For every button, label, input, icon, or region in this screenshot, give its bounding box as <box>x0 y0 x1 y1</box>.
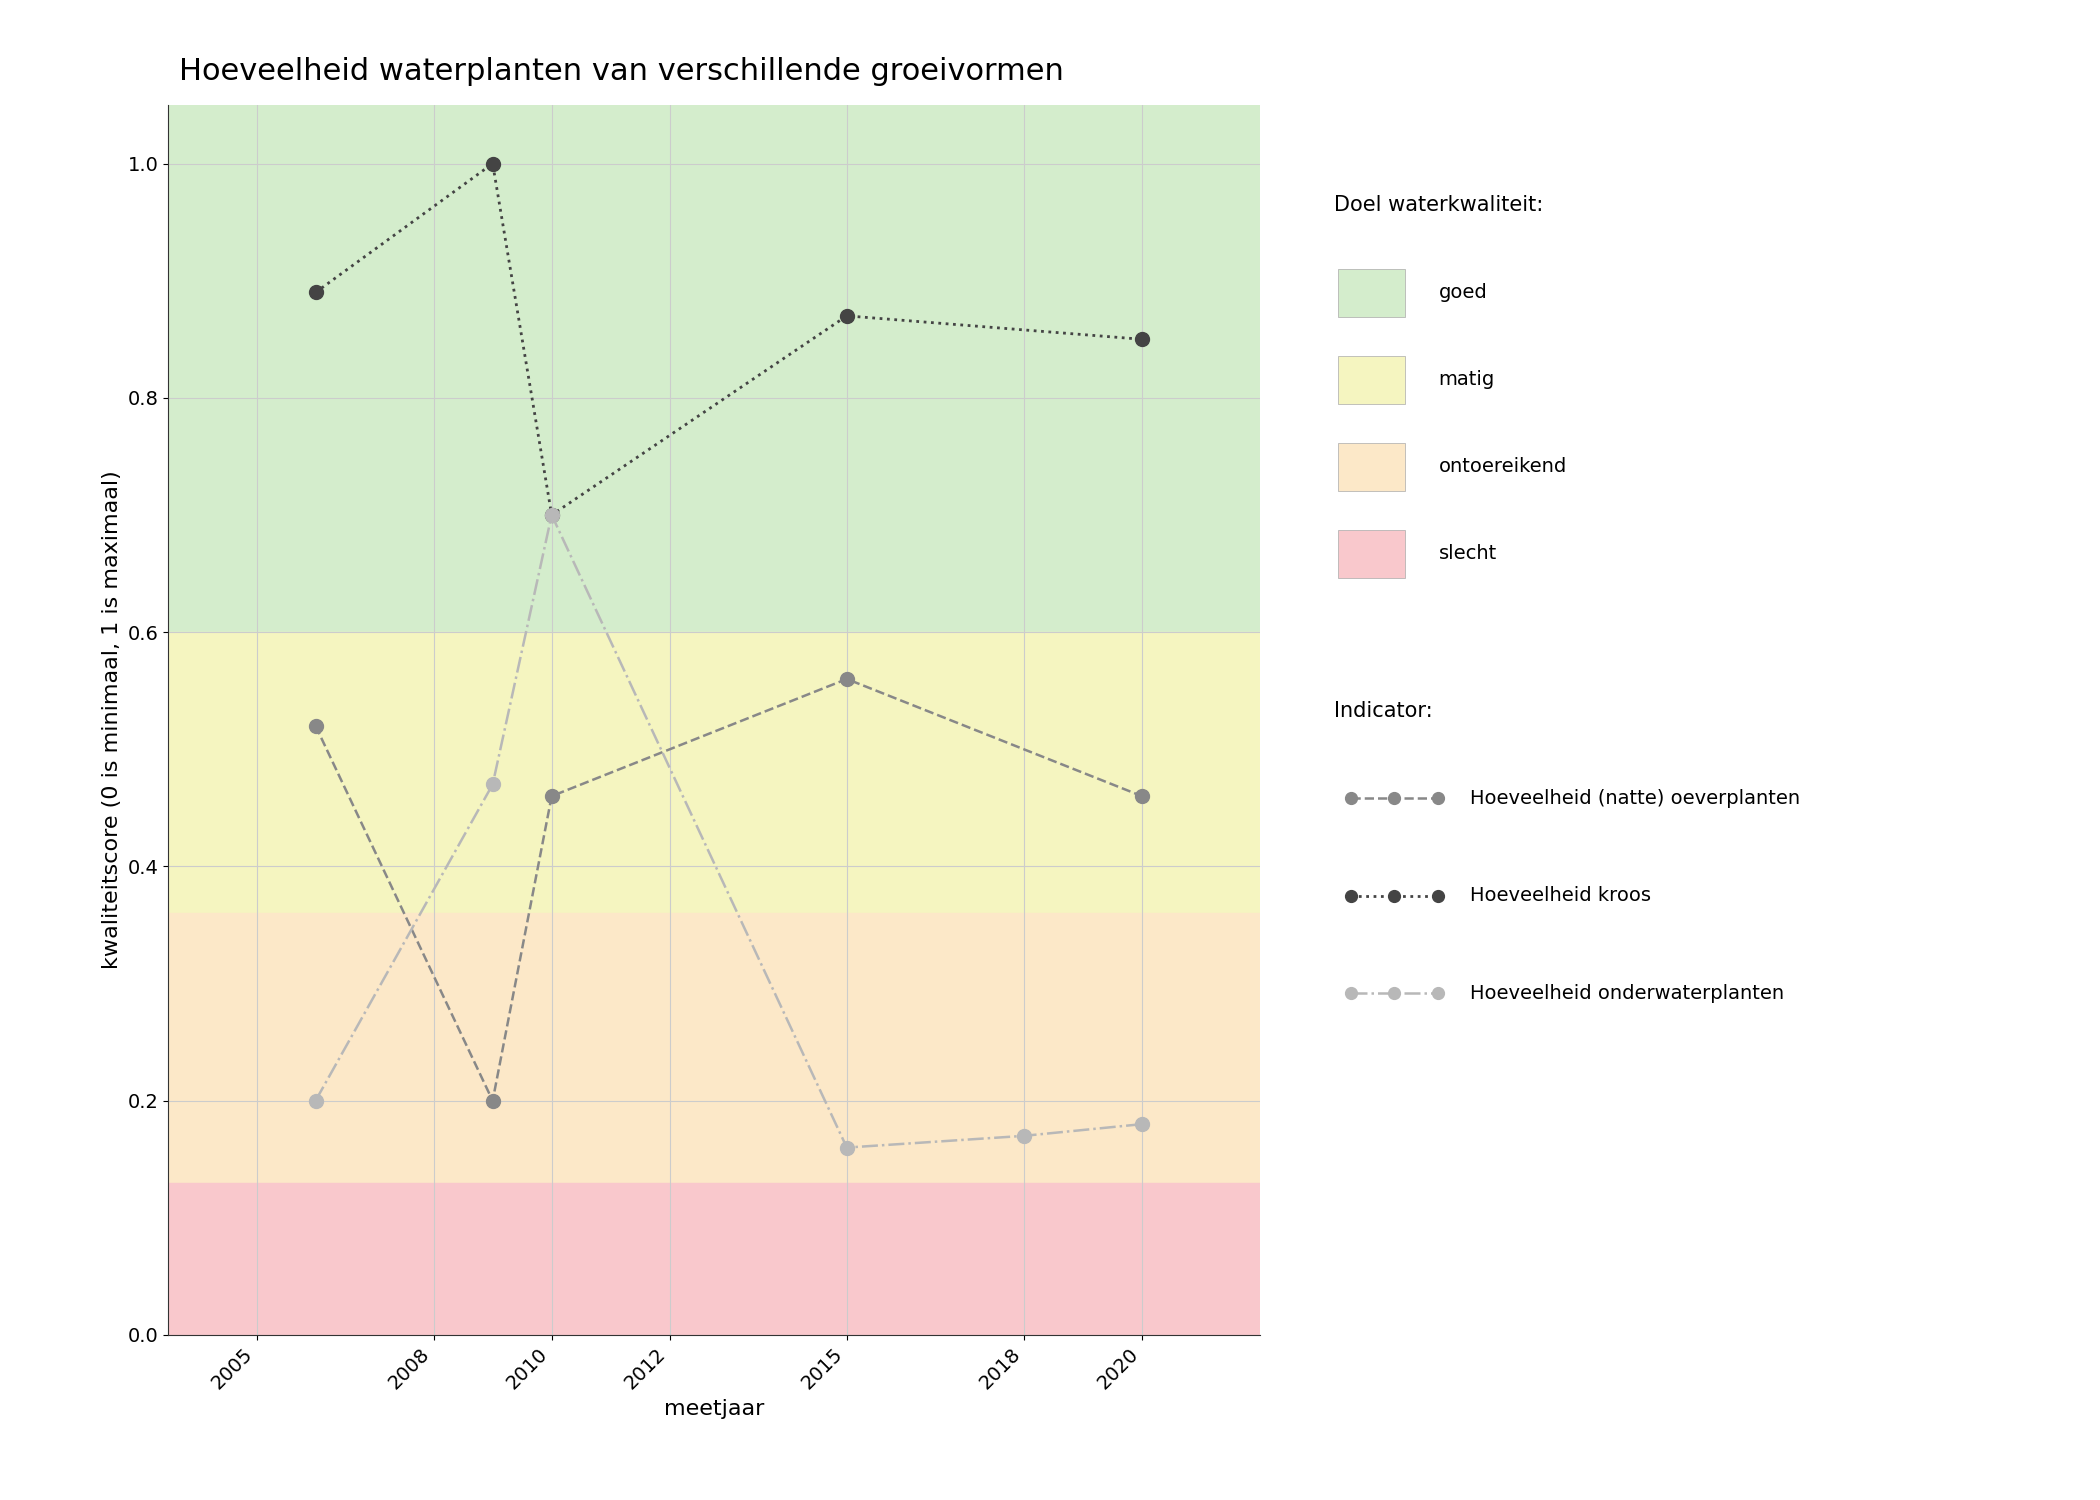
Text: Hoeveelheid kroos: Hoeveelheid kroos <box>1470 886 1651 904</box>
Text: Hoeveelheid onderwaterplanten: Hoeveelheid onderwaterplanten <box>1470 984 1785 1002</box>
Text: goed: goed <box>1438 284 1487 302</box>
Y-axis label: kwaliteitscore (0 is minimaal, 1 is maximaal): kwaliteitscore (0 is minimaal, 1 is maxi… <box>101 471 122 969</box>
Text: Indicator:: Indicator: <box>1334 700 1432 720</box>
Bar <box>168 632 1260 914</box>
Text: ontoereikend: ontoereikend <box>1438 458 1567 476</box>
Text: slecht: slecht <box>1438 544 1497 562</box>
Text: Hoeveelheid (natte) oeverplanten: Hoeveelheid (natte) oeverplanten <box>1470 789 1800 807</box>
Text: matig: matig <box>1438 370 1495 388</box>
Bar <box>168 1182 1260 1335</box>
Bar <box>168 914 1260 1182</box>
X-axis label: meetjaar: meetjaar <box>664 1398 764 1419</box>
Text: Hoeveelheid waterplanten van verschillende groeivormen: Hoeveelheid waterplanten van verschillen… <box>178 57 1065 86</box>
Bar <box>168 105 1260 632</box>
Text: Doel waterkwaliteit:: Doel waterkwaliteit: <box>1334 195 1544 214</box>
